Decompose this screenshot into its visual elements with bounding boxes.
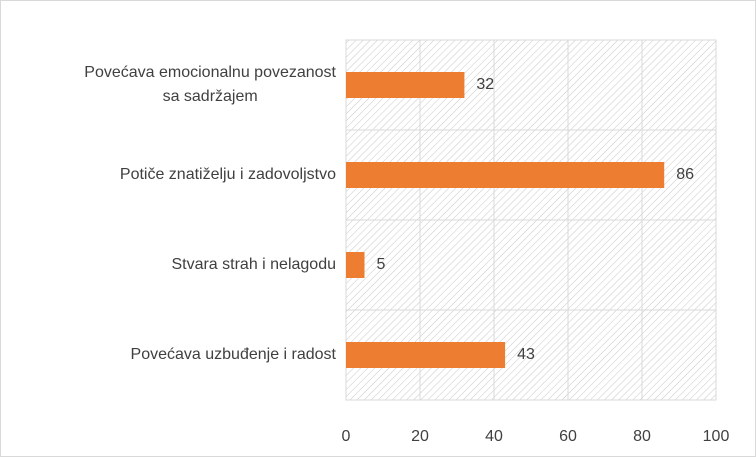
y-tick-label: Povećava uzbuđenje i radost — [131, 346, 337, 363]
x-tick-label: 40 — [485, 428, 503, 445]
bar — [346, 252, 365, 278]
data-label: 43 — [517, 346, 535, 363]
y-tick-label: Povećava emocionalnu povezanost sa sadrža… — [84, 64, 336, 105]
x-tick-label: 60 — [559, 428, 577, 445]
x-tick-label: 20 — [411, 428, 429, 445]
data-label: 32 — [476, 76, 494, 93]
bar — [346, 162, 665, 188]
y-tick-label: Stvara strah i nelagodu — [171, 256, 336, 273]
data-label: 5 — [377, 256, 386, 273]
x-tick-label: 80 — [633, 428, 651, 445]
bar — [346, 72, 465, 98]
x-tick-label: 100 — [703, 428, 730, 445]
y-tick-label: Potiče znatiželju i zadovoljstvo — [120, 166, 336, 183]
data-label: 86 — [676, 166, 694, 183]
x-tick-label: 0 — [342, 428, 351, 445]
bar — [346, 342, 506, 368]
